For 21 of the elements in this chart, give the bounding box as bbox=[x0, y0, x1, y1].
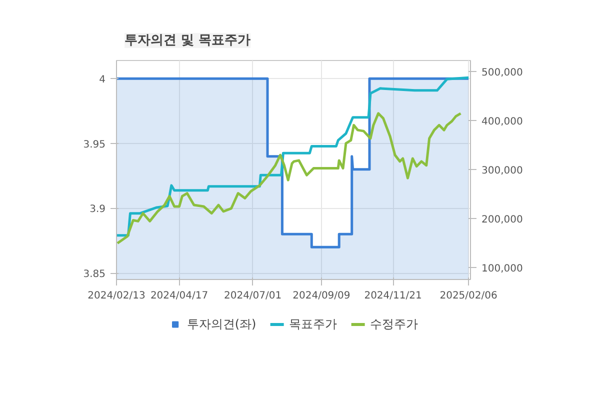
y2-tick-label: 400,000 bbox=[482, 116, 523, 128]
x-tick-label: 2024/11/21 bbox=[364, 290, 422, 302]
line-series bbox=[116, 112, 462, 244]
y2-tick-label: 200,000 bbox=[482, 214, 523, 226]
legend-label: 수정주가 bbox=[370, 316, 418, 332]
chart-title: 투자의견 및 목표주가 bbox=[124, 33, 251, 48]
y-tick-label: 3.95 bbox=[83, 139, 106, 150]
legend-label: 목표주가 bbox=[289, 316, 338, 332]
x-tick-label: 2024/07/01 bbox=[224, 290, 282, 302]
y-tick-label: 3.85 bbox=[83, 269, 106, 280]
x-tick-label: 2024/09/09 bbox=[292, 290, 350, 302]
legend-label: 투자의견(좌) bbox=[186, 316, 256, 332]
y2-tick-label: 500,000 bbox=[482, 67, 523, 78]
y2-tick-label: 100,000 bbox=[482, 263, 523, 274]
x-tick-label: 2025/02/06 bbox=[440, 290, 498, 302]
x-tick-label: 2024/04/17 bbox=[150, 290, 208, 302]
line-series bbox=[116, 76, 470, 237]
y-tick-label: 3.9 bbox=[90, 204, 106, 216]
y-tick-label: 4 bbox=[99, 74, 106, 86]
x-tick-label: 2024/02/13 bbox=[88, 290, 146, 302]
y2-tick-label: 300,000 bbox=[482, 165, 523, 176]
